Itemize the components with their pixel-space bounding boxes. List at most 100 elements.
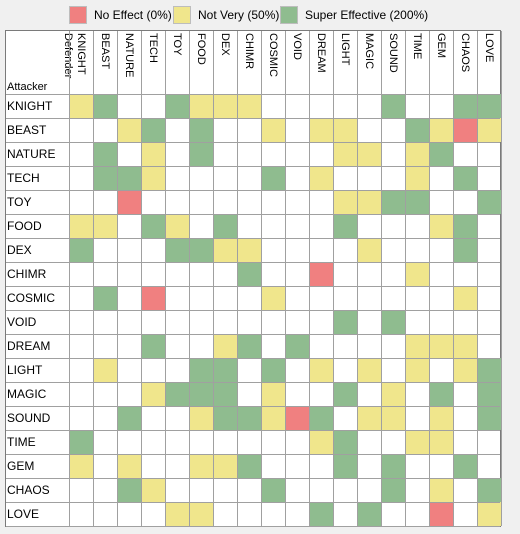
effect-cell	[381, 382, 405, 406]
effect-cell	[477, 382, 501, 406]
effect-cell	[357, 238, 381, 262]
row-header: TIME	[7, 435, 36, 449]
effect-cell	[261, 382, 285, 406]
row-header: CHIMR	[7, 267, 47, 281]
grid-line	[6, 502, 500, 503]
column-header: LOVE	[483, 33, 495, 63]
legend-label-no-effect: No Effect (0%)	[94, 8, 172, 22]
effect-cell	[309, 406, 333, 430]
effect-cell	[189, 94, 213, 118]
grid-line	[6, 262, 500, 263]
effect-cell	[117, 406, 141, 430]
effect-cell	[69, 214, 93, 238]
legend-label-super-effective: Super Effective (200%)	[305, 8, 429, 22]
legend-swatch-super-effective	[280, 6, 298, 24]
effect-cell	[309, 118, 333, 142]
effect-cell	[261, 478, 285, 502]
column-header: BEAST	[99, 33, 111, 70]
grid-line	[261, 31, 262, 526]
grid-line	[141, 31, 142, 526]
column-header: MAGIC	[363, 33, 375, 70]
effect-cell	[333, 454, 357, 478]
effect-cell	[477, 118, 501, 142]
row-header: KNIGHT	[7, 99, 53, 113]
effect-cell	[141, 382, 165, 406]
effect-cell	[117, 166, 141, 190]
effect-cell	[405, 358, 429, 382]
effect-cell	[429, 142, 453, 166]
effect-cell	[165, 94, 189, 118]
grid-line	[309, 31, 310, 526]
effect-cell	[165, 238, 189, 262]
grid-line	[93, 31, 94, 526]
grid-line	[6, 142, 500, 143]
effect-cell	[333, 430, 357, 454]
effect-cell	[429, 406, 453, 430]
effect-cell	[477, 358, 501, 382]
effect-cell	[429, 430, 453, 454]
effect-cell	[93, 166, 117, 190]
column-header: DEX	[219, 33, 231, 56]
effect-cell	[477, 94, 501, 118]
effect-cell	[213, 334, 237, 358]
effect-cell	[453, 334, 477, 358]
grid-line	[165, 31, 166, 526]
row-header: FOOD	[7, 219, 42, 233]
effect-cell	[453, 166, 477, 190]
row-header: GEM	[7, 459, 35, 473]
row-header: LIGHT	[7, 363, 43, 377]
row-header: LOVE	[7, 507, 40, 521]
effect-cell	[381, 310, 405, 334]
column-header: TOY	[171, 33, 183, 56]
column-header: TIME	[411, 33, 423, 60]
effect-cell	[381, 406, 405, 430]
effect-cell	[69, 454, 93, 478]
effect-cell	[309, 430, 333, 454]
column-header: DREAM	[315, 33, 327, 73]
type-effectiveness-grid: Defender Attacker KNIGHT BEAST NATURE TECH T…	[5, 30, 502, 527]
grid-line	[189, 31, 190, 526]
effect-cell	[429, 478, 453, 502]
effect-cell	[141, 142, 165, 166]
effect-cell	[405, 190, 429, 214]
grid-line	[6, 190, 500, 191]
effect-cell	[69, 430, 93, 454]
grid-line	[381, 31, 382, 526]
effect-cell	[189, 118, 213, 142]
effect-cell	[237, 406, 261, 430]
effect-cell	[213, 214, 237, 238]
effect-cell	[429, 118, 453, 142]
row-header: SOUND	[7, 411, 51, 425]
effect-cell	[141, 118, 165, 142]
grid-line	[6, 430, 500, 431]
effect-cell	[117, 118, 141, 142]
grid-line	[6, 166, 500, 167]
grid-line	[6, 214, 500, 215]
effect-cell	[261, 358, 285, 382]
grid-line	[285, 31, 286, 526]
effect-cell	[333, 214, 357, 238]
effect-cell	[285, 406, 309, 430]
effect-cell	[453, 454, 477, 478]
grid-line	[117, 31, 118, 526]
grid-line	[6, 526, 500, 527]
effect-cell	[237, 238, 261, 262]
effect-cell	[93, 358, 117, 382]
grid-line	[6, 310, 500, 311]
effect-cell	[381, 190, 405, 214]
grid-line	[333, 31, 334, 526]
effect-cell	[357, 142, 381, 166]
grid-line	[213, 31, 214, 526]
effect-cell	[381, 454, 405, 478]
row-header: VOID	[7, 315, 37, 329]
column-header: VOID	[291, 33, 303, 60]
effect-cell	[453, 118, 477, 142]
effect-cell	[213, 382, 237, 406]
effect-cell	[261, 406, 285, 430]
row-header: DREAM	[7, 339, 51, 353]
effect-cell	[141, 286, 165, 310]
effect-cell	[261, 118, 285, 142]
grid-line	[429, 31, 430, 526]
row-header: NATURE	[7, 147, 56, 161]
effect-cell	[261, 286, 285, 310]
